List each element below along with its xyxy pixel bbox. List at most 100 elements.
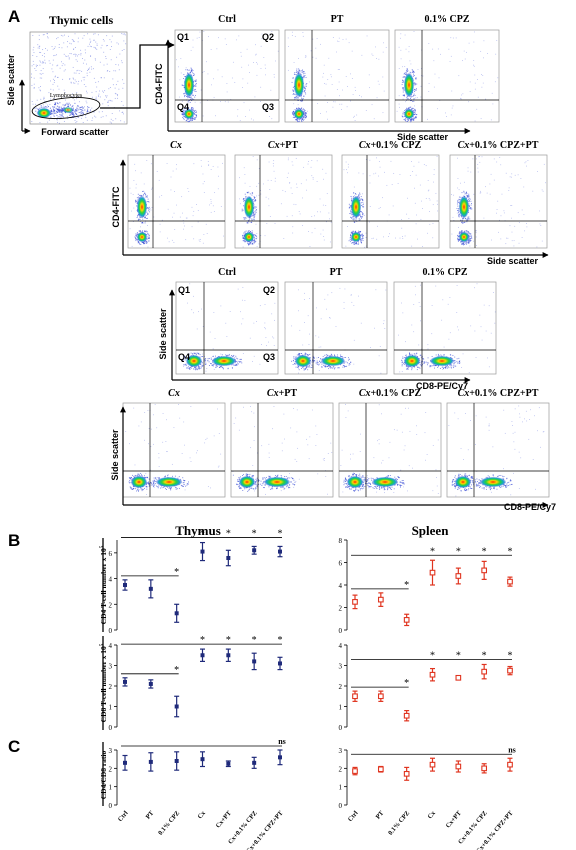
chart-3-sig: * — [456, 650, 461, 661]
ratio-ylabel: CD4/CD8 ratio — [99, 750, 108, 799]
chart-0-point — [278, 549, 282, 554]
row3-axes: Side scatter CD8-PE/Cy7 — [158, 289, 471, 391]
row3-title-1: PT — [330, 267, 343, 278]
thymus-title: Thymus — [175, 523, 221, 538]
row4-ylabel: Side scatter — [110, 429, 120, 481]
chart-3-sig: * — [508, 650, 513, 661]
row4-axes: Side scatter CD8-PE/Cy7 — [110, 406, 556, 512]
chart-0-ytick: 2 — [109, 601, 113, 609]
chart-3-ytick: 2 — [339, 683, 343, 691]
chart-4-point — [123, 760, 127, 765]
row4-plot-2 — [338, 402, 442, 498]
chart-0-point — [148, 586, 153, 591]
cd8-ylabel: CD8 T-cell number x 105 — [99, 643, 108, 722]
chart-2-point — [174, 704, 179, 709]
chart-0-ytick: 6 — [109, 550, 113, 558]
chart-1-point — [455, 573, 462, 579]
row1-quad-3: Q3 — [262, 102, 274, 112]
chart-4-point — [226, 761, 231, 766]
chart-2-sig: * — [278, 635, 283, 646]
chart-5-point — [403, 770, 410, 777]
chart-4-point — [148, 759, 153, 764]
row2-xlabel: Side scatter — [487, 256, 539, 266]
row3-plot-1 — [284, 281, 388, 375]
row2-ylabel: CD4-FITC — [111, 186, 121, 227]
row4-plot-3 — [446, 402, 550, 498]
chart-1-sig: * — [508, 546, 513, 557]
chart-1-point — [429, 569, 436, 576]
chart-0-sig: * — [252, 529, 257, 540]
row2-title-3: Cx+0.1% CPZ+PT — [458, 140, 539, 151]
chart-2-sig: * — [200, 635, 205, 646]
thymic-ylabel: Side scatter — [6, 54, 16, 106]
row3-quad-0: Q1 — [178, 285, 190, 295]
row2-title-1: Cx+PT — [268, 140, 298, 151]
chart-0-point — [123, 583, 127, 587]
chart-5-point — [377, 766, 384, 773]
chart-2-sig: * — [226, 635, 231, 646]
chart-5-xtick: 0.1% CPZ — [387, 810, 411, 837]
chart-1-point — [377, 596, 384, 603]
panel-label-a: A — [8, 7, 20, 26]
chart-0-point — [252, 548, 257, 553]
cd4-ylabel: CD4 T-cell number x 105 — [99, 545, 108, 624]
row1-quad-1: Q2 — [262, 32, 274, 42]
chart-5-xtick: PT — [375, 809, 386, 820]
chart-1-sig: * — [430, 546, 435, 557]
row3-plot-2 — [393, 281, 497, 375]
chart-1-sig: * — [482, 546, 487, 557]
chart-2-sig: * — [174, 665, 179, 676]
chart-3-point — [455, 674, 462, 681]
chart-3-sig: * — [482, 650, 487, 661]
row1-plot-2 — [394, 29, 500, 123]
gate-label: Lymphocytes — [50, 93, 83, 99]
chart-1-ytick: 6 — [339, 560, 343, 568]
chart-3-sig: * — [404, 678, 409, 689]
chart-3-sig: * — [430, 650, 435, 661]
chart-4-xtick: Cx+PT — [215, 809, 234, 829]
chart-3-ytick: 4 — [339, 642, 343, 650]
chart-0-sig: * — [226, 529, 231, 540]
chart-5-ytick: 2 — [339, 765, 343, 773]
chart-2-point — [200, 653, 205, 658]
thymic-title: Thymic cells — [49, 13, 114, 27]
chart-5-point — [455, 763, 462, 770]
row2-plot-3 — [449, 154, 548, 249]
row3-title-2: 0.1% CPZ — [423, 267, 468, 278]
chart-4-xtick: Ctrl — [117, 810, 130, 823]
chart-0-sig: * — [174, 567, 179, 578]
chart-1-ytick: 8 — [339, 537, 343, 545]
chart-3-ytick: 0 — [339, 724, 343, 732]
chart-2-ytick: 3 — [109, 663, 113, 671]
row3-title-0: Ctrl — [218, 267, 236, 278]
chart-4-ytick: 2 — [109, 765, 113, 773]
chart-5-point — [507, 761, 513, 768]
row4-plot-1 — [230, 402, 334, 498]
chart-5-xtick: Cx+PT — [445, 809, 464, 829]
chart-2-ytick: 4 — [109, 642, 113, 650]
row2-plot-2 — [341, 154, 440, 249]
chart-2-point — [278, 661, 282, 666]
chart-0-sig: * — [278, 529, 283, 540]
chart-3-point — [429, 671, 436, 678]
row4-xlabel: CD8-PE/Cy7 — [504, 502, 556, 512]
row1-title-2: 0.1% CPZ — [425, 14, 470, 25]
chart-4-point — [200, 757, 205, 762]
chart-0-sig: * — [200, 529, 205, 540]
chart-3-ytick: 1 — [339, 704, 343, 712]
chart-4-xtick: Cx — [197, 809, 208, 820]
chart-4-ytick: 1 — [109, 784, 113, 792]
row1-title-1: PT — [331, 14, 344, 25]
chart-0-ytick: 4 — [109, 576, 113, 584]
row1-xlabel: Side scatter — [397, 132, 449, 142]
chart-2: 0 1 2 3 4 * * * * * — [109, 635, 283, 732]
chart-1-ytick: 4 — [339, 582, 343, 590]
chart-2-point — [123, 679, 127, 684]
chart-5-xtick: Cx — [427, 809, 438, 820]
row3-plot-0 — [175, 281, 279, 375]
spleen-title: Spleen — [412, 523, 450, 538]
chart-5-ytick: 3 — [339, 747, 343, 755]
flow-plots: Ctrl PT 0.1% CPZ Q1 Q2 Q4 Q3 Cx Cx+PT Cx+0.1% CPZ… — [122, 14, 550, 498]
